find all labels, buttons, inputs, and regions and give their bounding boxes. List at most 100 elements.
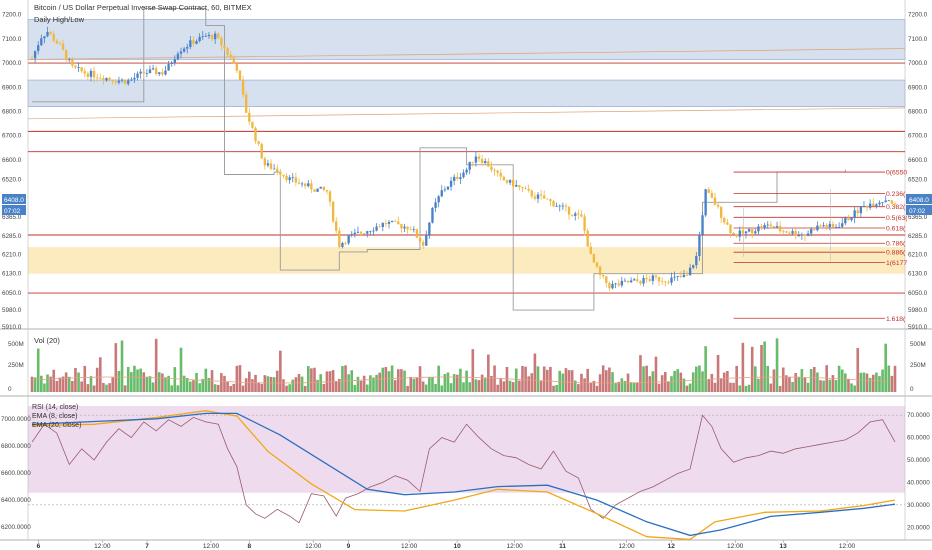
- volume-bar: [592, 380, 596, 392]
- candle-body: [825, 225, 828, 228]
- candle-body: [37, 45, 40, 51]
- volume-bar: [726, 370, 729, 392]
- candle-body: [785, 231, 788, 233]
- candle-body: [744, 231, 748, 234]
- volume-bar: [604, 370, 608, 392]
- candle-body: [797, 235, 800, 237]
- volume-bar: [477, 380, 481, 392]
- candle-body: [589, 246, 592, 255]
- candle-body: [245, 94, 248, 113]
- candle-body: [226, 48, 229, 55]
- volume-bar: [133, 365, 136, 392]
- price-tick-right: 7000.0: [908, 60, 928, 67]
- volume-bar: [735, 365, 738, 392]
- volume-bar: [552, 385, 555, 392]
- candle-body: [251, 121, 254, 128]
- candle-body: [55, 40, 59, 44]
- volume-bar: [74, 367, 77, 392]
- candle-body: [837, 226, 841, 228]
- volume-bar: [254, 374, 257, 392]
- volume-bar: [474, 379, 478, 392]
- volume-bar: [418, 366, 422, 392]
- candle-body: [887, 200, 890, 202]
- volume-bar: [117, 370, 121, 392]
- volume-bar: [564, 368, 568, 392]
- volume-bar: [794, 373, 797, 392]
- candle-body: [453, 176, 456, 181]
- volume-bar: [397, 369, 400, 392]
- candle-body: [33, 50, 37, 59]
- volume-bar: [64, 372, 68, 392]
- candle-body: [549, 199, 552, 201]
- candle-body: [30, 58, 34, 60]
- candle-body: [679, 275, 682, 278]
- candle-body: [465, 169, 468, 173]
- price-tick-left: 6900.0: [2, 84, 22, 91]
- candle-body: [757, 226, 760, 232]
- candle-body: [170, 63, 173, 65]
- volume-bar: [164, 377, 167, 392]
- price-tick-left: 7200.0: [2, 12, 22, 19]
- volume-bar: [148, 376, 152, 392]
- volume-bar: [881, 369, 884, 392]
- price-tick-left: 6130.0: [2, 271, 22, 278]
- candle-body: [527, 188, 530, 191]
- candle-body: [331, 201, 335, 222]
- candle-body: [875, 204, 878, 206]
- volume-bar: [238, 365, 242, 392]
- candle-body: [778, 226, 782, 232]
- candle-body: [521, 187, 524, 189]
- candle-body: [747, 229, 751, 232]
- candle-body: [515, 185, 518, 187]
- candle-body: [564, 205, 568, 207]
- volume-bar: [617, 381, 621, 392]
- price-tick-right: 6130.0: [908, 271, 928, 278]
- candle-body: [120, 79, 124, 81]
- candle-body: [58, 43, 62, 45]
- candle-body: [406, 226, 409, 230]
- volume-bar: [130, 372, 133, 392]
- candle-body: [449, 180, 453, 187]
- candle-body: [369, 231, 372, 233]
- candle-body: [192, 40, 195, 44]
- candle-body: [645, 277, 648, 280]
- candle-body: [338, 230, 341, 247]
- fib-level-label: 1.618(: [886, 316, 906, 323]
- volume-bar: [847, 378, 850, 392]
- volume-bar: [530, 373, 534, 392]
- volume-bar: [384, 366, 388, 392]
- volume-bar: [434, 383, 437, 392]
- candle-body: [496, 170, 499, 173]
- volume-bar: [716, 354, 720, 392]
- candle-body: [828, 223, 831, 228]
- candle-body: [505, 180, 509, 183]
- volume-bar: [260, 383, 264, 392]
- candle-body: [313, 189, 316, 192]
- volume-tick-left: 500M: [8, 341, 24, 348]
- volume-bar: [77, 372, 80, 392]
- volume-bar: [192, 380, 195, 392]
- volume-bars: [30, 338, 897, 392]
- current-price-label: 6408.0: [909, 197, 929, 204]
- volume-bar: [803, 377, 807, 392]
- volume-bar: [462, 382, 465, 392]
- candle-body: [719, 206, 723, 218]
- volume-bar: [809, 369, 813, 392]
- candle-body: [664, 281, 667, 283]
- volume-bar: [347, 374, 350, 392]
- volume-bar: [67, 376, 71, 392]
- volume-bar: [173, 367, 177, 392]
- candle-body: [595, 262, 599, 267]
- volume-bar: [285, 385, 288, 392]
- volume-bar: [754, 366, 757, 392]
- candle-body: [77, 67, 80, 68]
- candle-body: [80, 67, 83, 72]
- volume-bar: [698, 365, 701, 392]
- volume-bar: [570, 370, 574, 392]
- volume-bar: [449, 383, 453, 392]
- candle-body: [474, 156, 478, 163]
- volume-bar: [524, 366, 527, 392]
- volume-bar: [375, 374, 378, 392]
- candle-body: [685, 274, 689, 276]
